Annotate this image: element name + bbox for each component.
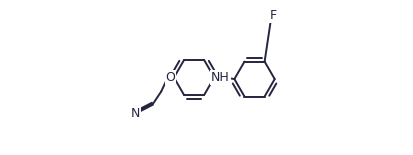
Text: NH: NH — [211, 71, 230, 84]
Text: O: O — [166, 71, 176, 84]
Text: F: F — [270, 9, 277, 22]
Text: N: N — [131, 107, 140, 120]
